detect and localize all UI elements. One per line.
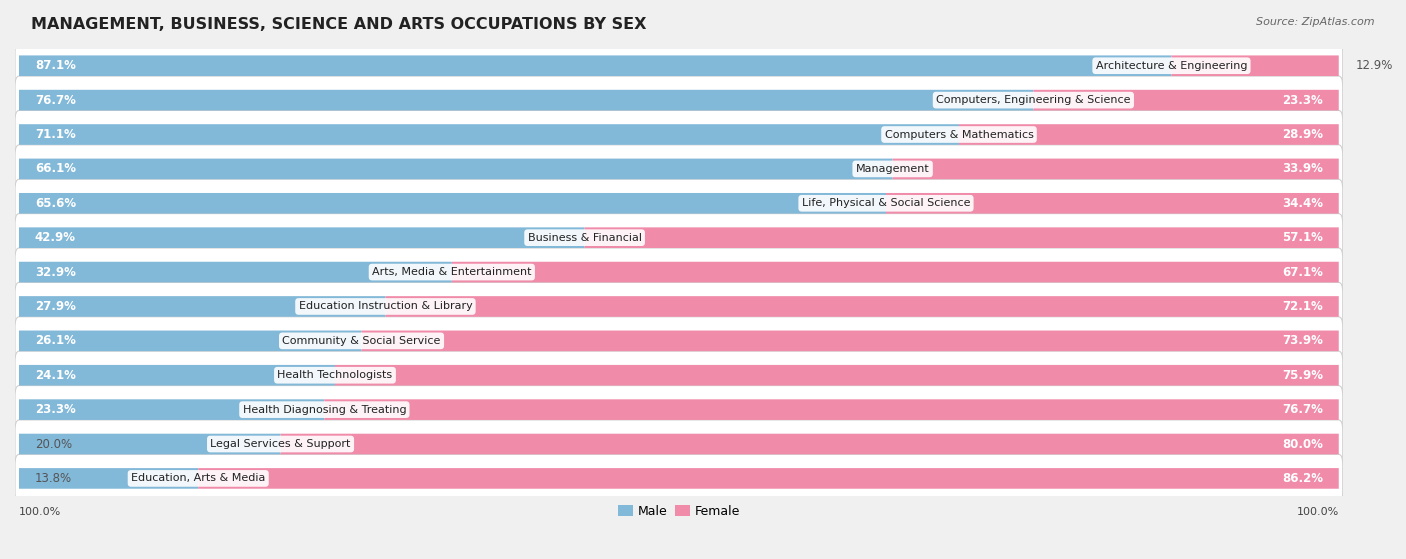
Text: Education, Arts & Media: Education, Arts & Media (131, 473, 266, 484)
FancyBboxPatch shape (1171, 55, 1339, 76)
Text: 76.7%: 76.7% (35, 93, 76, 107)
FancyBboxPatch shape (15, 179, 1343, 228)
Text: Computers, Engineering & Science: Computers, Engineering & Science (936, 95, 1130, 105)
FancyBboxPatch shape (585, 228, 1339, 248)
FancyBboxPatch shape (15, 42, 1343, 90)
FancyBboxPatch shape (15, 214, 1343, 262)
Text: 87.1%: 87.1% (35, 59, 76, 72)
FancyBboxPatch shape (20, 296, 385, 317)
FancyBboxPatch shape (15, 351, 1343, 399)
Text: 13.8%: 13.8% (35, 472, 72, 485)
FancyBboxPatch shape (15, 420, 1343, 468)
Text: 71.1%: 71.1% (35, 128, 76, 141)
FancyBboxPatch shape (281, 434, 1339, 454)
Text: MANAGEMENT, BUSINESS, SCIENCE AND ARTS OCCUPATIONS BY SEX: MANAGEMENT, BUSINESS, SCIENCE AND ARTS O… (31, 17, 647, 32)
FancyBboxPatch shape (20, 55, 1171, 76)
Text: 34.4%: 34.4% (1282, 197, 1323, 210)
FancyBboxPatch shape (20, 399, 325, 420)
Text: 66.1%: 66.1% (35, 163, 76, 176)
FancyBboxPatch shape (325, 399, 1339, 420)
Text: Architecture & Engineering: Architecture & Engineering (1095, 61, 1247, 71)
FancyBboxPatch shape (15, 248, 1343, 296)
Text: Legal Services & Support: Legal Services & Support (211, 439, 350, 449)
Text: Life, Physical & Social Science: Life, Physical & Social Science (801, 198, 970, 209)
FancyBboxPatch shape (15, 386, 1343, 434)
FancyBboxPatch shape (15, 111, 1343, 159)
FancyBboxPatch shape (15, 454, 1343, 503)
Text: 32.9%: 32.9% (35, 266, 76, 278)
Text: 33.9%: 33.9% (1282, 163, 1323, 176)
Text: 28.9%: 28.9% (1282, 128, 1323, 141)
Text: 100.0%: 100.0% (1296, 506, 1339, 517)
FancyBboxPatch shape (886, 193, 1339, 214)
Text: Computers & Mathematics: Computers & Mathematics (884, 130, 1033, 140)
Text: Source: ZipAtlas.com: Source: ZipAtlas.com (1257, 17, 1375, 27)
Text: 57.1%: 57.1% (1282, 231, 1323, 244)
FancyBboxPatch shape (20, 124, 959, 145)
Text: Health Diagnosing & Treating: Health Diagnosing & Treating (243, 405, 406, 415)
Text: 65.6%: 65.6% (35, 197, 76, 210)
Text: 80.0%: 80.0% (1282, 438, 1323, 451)
FancyBboxPatch shape (20, 262, 451, 282)
Text: Arts, Media & Entertainment: Arts, Media & Entertainment (373, 267, 531, 277)
Text: 75.9%: 75.9% (1282, 369, 1323, 382)
Text: Business & Financial: Business & Financial (527, 233, 641, 243)
FancyBboxPatch shape (361, 330, 1339, 351)
Text: Education Instruction & Library: Education Instruction & Library (298, 301, 472, 311)
FancyBboxPatch shape (451, 262, 1339, 282)
Text: 23.3%: 23.3% (1282, 93, 1323, 107)
FancyBboxPatch shape (20, 90, 1033, 111)
Text: 67.1%: 67.1% (1282, 266, 1323, 278)
FancyBboxPatch shape (20, 365, 335, 386)
Text: 12.9%: 12.9% (1355, 59, 1393, 72)
FancyBboxPatch shape (959, 124, 1339, 145)
FancyBboxPatch shape (335, 365, 1339, 386)
Text: 27.9%: 27.9% (35, 300, 76, 313)
Text: 76.7%: 76.7% (1282, 403, 1323, 416)
Text: 42.9%: 42.9% (35, 231, 76, 244)
FancyBboxPatch shape (893, 159, 1339, 179)
FancyBboxPatch shape (15, 76, 1343, 124)
FancyBboxPatch shape (15, 317, 1343, 365)
Text: Health Technologists: Health Technologists (277, 370, 392, 380)
FancyBboxPatch shape (15, 145, 1343, 193)
Text: 73.9%: 73.9% (1282, 334, 1323, 347)
Text: 86.2%: 86.2% (1282, 472, 1323, 485)
Text: 26.1%: 26.1% (35, 334, 76, 347)
Text: Management: Management (856, 164, 929, 174)
Text: 72.1%: 72.1% (1282, 300, 1323, 313)
FancyBboxPatch shape (20, 159, 893, 179)
FancyBboxPatch shape (15, 282, 1343, 330)
Text: 23.3%: 23.3% (35, 403, 76, 416)
FancyBboxPatch shape (20, 228, 585, 248)
Text: Community & Social Service: Community & Social Service (283, 336, 440, 346)
Text: 100.0%: 100.0% (20, 506, 62, 517)
Text: 24.1%: 24.1% (35, 369, 76, 382)
FancyBboxPatch shape (198, 468, 1339, 489)
FancyBboxPatch shape (385, 296, 1339, 317)
FancyBboxPatch shape (20, 193, 886, 214)
Text: 20.0%: 20.0% (35, 438, 72, 451)
FancyBboxPatch shape (20, 434, 281, 454)
FancyBboxPatch shape (1033, 90, 1339, 111)
Legend: Male, Female: Male, Female (613, 500, 745, 523)
FancyBboxPatch shape (20, 330, 361, 351)
FancyBboxPatch shape (20, 468, 198, 489)
